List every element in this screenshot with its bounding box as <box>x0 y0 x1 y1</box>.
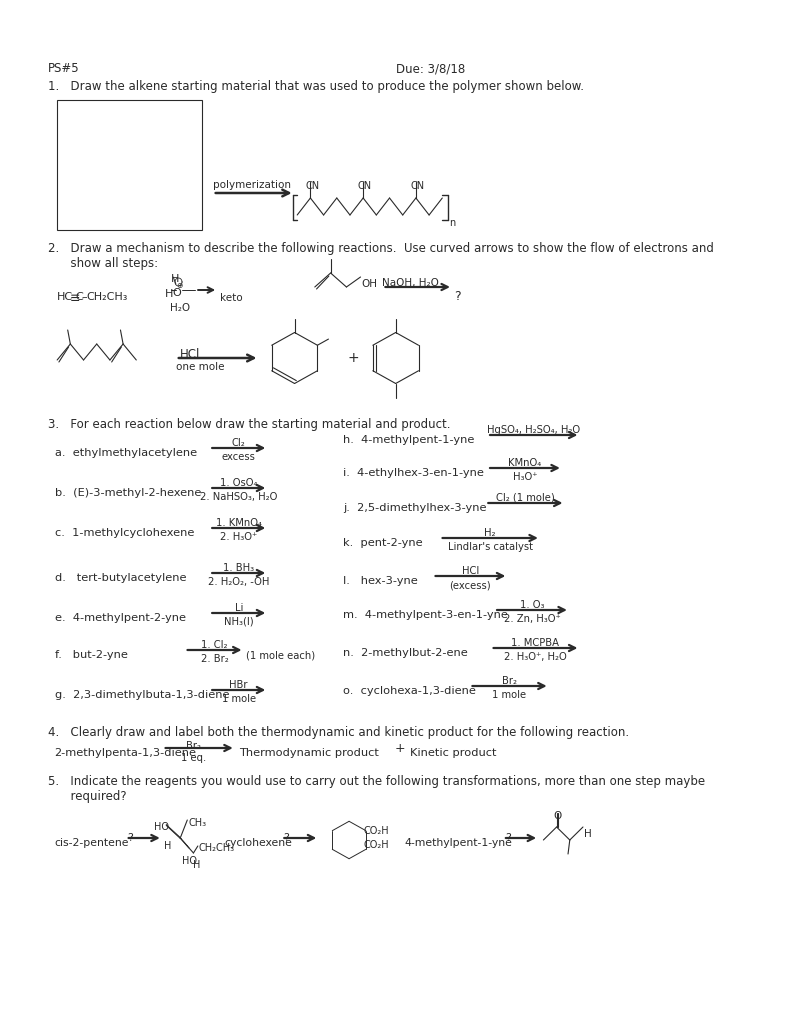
Text: 2. H₂O₂, -OH: 2. H₂O₂, -OH <box>208 577 270 587</box>
Text: CH₂CH₃: CH₂CH₃ <box>86 292 127 302</box>
Text: CO₂H: CO₂H <box>363 840 388 850</box>
Text: (1 mole each): (1 mole each) <box>246 650 316 660</box>
Text: CN: CN <box>305 181 320 191</box>
Text: NH₃(l): NH₃(l) <box>224 617 254 627</box>
Text: 3.   For each reaction below draw the starting material and product.: 3. For each reaction below draw the star… <box>48 418 451 431</box>
Text: ⊕: ⊕ <box>176 281 182 290</box>
Text: CN: CN <box>358 181 372 191</box>
Text: ≡: ≡ <box>70 292 80 305</box>
Text: O: O <box>172 288 181 298</box>
Text: 2. H₃O⁺: 2. H₃O⁺ <box>220 532 257 542</box>
Text: CH₃: CH₃ <box>188 818 206 828</box>
Text: 1 eq.: 1 eq. <box>181 753 206 763</box>
Text: HCl: HCl <box>462 566 479 575</box>
Text: show all steps:: show all steps: <box>48 257 158 270</box>
Text: CN: CN <box>411 181 425 191</box>
Text: n.  2-methylbut-2-ene: n. 2-methylbut-2-ene <box>343 648 467 658</box>
Text: Kinetic product: Kinetic product <box>410 748 496 758</box>
Text: ?: ? <box>127 833 134 843</box>
Text: H: H <box>192 860 200 870</box>
Text: c.  1-methylcyclohexene: c. 1-methylcyclohexene <box>55 528 194 538</box>
Text: 1.   Draw the alkene starting material that was used to produce the polymer show: 1. Draw the alkene starting material tha… <box>48 80 585 93</box>
Text: 1. Cl₂: 1. Cl₂ <box>201 640 228 650</box>
Text: +: + <box>348 351 359 365</box>
Text: n: n <box>449 218 456 228</box>
Text: NaOH, H₂O: NaOH, H₂O <box>383 278 439 288</box>
Text: Li: Li <box>235 603 243 613</box>
Text: HBr: HBr <box>229 680 248 690</box>
Text: b.  (E)-3-methyl-2-hexene: b. (E)-3-methyl-2-hexene <box>55 488 201 498</box>
Text: 1. KMnO₄: 1. KMnO₄ <box>216 518 262 528</box>
Text: H₂O: H₂O <box>170 303 190 313</box>
Text: 4.   Clearly draw and label both the thermodynamic and kinetic product for the f: 4. Clearly draw and label both the therm… <box>48 726 630 739</box>
Text: KMnO₄: KMnO₄ <box>509 458 542 468</box>
Text: ?: ? <box>283 833 289 843</box>
Text: Br₂: Br₂ <box>186 741 201 751</box>
Text: ?: ? <box>505 833 512 843</box>
Text: CH₂CH₃: CH₂CH₃ <box>199 843 235 853</box>
Text: cyclohexene: cyclohexene <box>224 838 292 848</box>
Text: a.  ethylmethylacetylene: a. ethylmethylacetylene <box>55 449 197 458</box>
Text: excess: excess <box>221 452 255 462</box>
Text: H₃O⁺: H₃O⁺ <box>513 472 537 482</box>
Text: +: + <box>395 741 406 755</box>
Text: H: H <box>165 289 174 299</box>
Text: 2. Zn, H₃O⁺: 2. Zn, H₃O⁺ <box>504 614 560 624</box>
Text: HO: HO <box>154 822 168 831</box>
Text: Thermodynamic product: Thermodynamic product <box>239 748 379 758</box>
Text: k.  pent-2-yne: k. pent-2-yne <box>343 538 422 548</box>
Text: HCl: HCl <box>180 348 201 361</box>
Text: 2. NaHSO₃, H₂O: 2. NaHSO₃, H₂O <box>200 492 278 502</box>
Text: OH: OH <box>361 279 377 289</box>
Text: HO: HO <box>182 856 197 866</box>
Text: keto: keto <box>220 293 243 303</box>
Text: f.   but-2-yne: f. but-2-yne <box>55 650 127 660</box>
Text: j.  2,5-dimethylhex-3-yne: j. 2,5-dimethylhex-3-yne <box>343 503 486 513</box>
Text: 5.   Indicate the reagents you would use to carry out the following transformati: 5. Indicate the reagents you would use t… <box>48 775 706 788</box>
Text: polymerization: polymerization <box>213 180 291 190</box>
Text: d.   tert-butylacetylene: d. tert-butylacetylene <box>55 573 186 583</box>
Text: H: H <box>584 829 592 839</box>
Text: –: – <box>81 292 87 302</box>
Text: 2.   Draw a mechanism to describe the following reactions.  Use curved arrows to: 2. Draw a mechanism to describe the foll… <box>48 242 714 255</box>
Text: m.  4-methylpent-3-en-1-yne: m. 4-methylpent-3-en-1-yne <box>343 610 508 620</box>
Text: 1. BH₃: 1. BH₃ <box>223 563 254 573</box>
Text: O: O <box>554 811 562 821</box>
Text: h.  4-methylpent-1-yne: h. 4-methylpent-1-yne <box>343 435 475 445</box>
Text: i.  4-ethylhex-3-en-1-yne: i. 4-ethylhex-3-en-1-yne <box>343 468 484 478</box>
Text: (excess): (excess) <box>449 580 491 590</box>
Text: 1. O₃: 1. O₃ <box>520 600 544 610</box>
Text: o.  cyclohexa-1,3-diene: o. cyclohexa-1,3-diene <box>343 686 476 696</box>
Bar <box>57 100 202 230</box>
Text: one mole: one mole <box>176 362 225 372</box>
Text: cis-2-pentene: cis-2-pentene <box>55 838 129 848</box>
Text: Cl₂: Cl₂ <box>232 438 245 449</box>
Text: 1. OsO₄: 1. OsO₄ <box>220 478 258 488</box>
Text: H₂: H₂ <box>484 528 496 538</box>
Text: 2. Br₂: 2. Br₂ <box>201 654 229 664</box>
Text: l.   hex-3-yne: l. hex-3-yne <box>343 575 418 586</box>
Text: Due: 3/8/18: Due: 3/8/18 <box>396 62 465 75</box>
Text: 2. H₃O⁺, H₂O: 2. H₃O⁺, H₂O <box>504 652 567 662</box>
Text: required?: required? <box>48 790 127 803</box>
Text: H: H <box>165 841 172 851</box>
Text: 1 mole: 1 mole <box>493 690 527 700</box>
Text: Br₂: Br₂ <box>502 676 517 686</box>
Text: ?: ? <box>455 290 461 303</box>
Text: 2-methylpenta-1,3-diene: 2-methylpenta-1,3-diene <box>55 748 196 758</box>
Text: g.  2,3-dimethylbuta-1,3-diene: g. 2,3-dimethylbuta-1,3-diene <box>55 690 229 700</box>
Text: CO₂H: CO₂H <box>363 826 388 836</box>
Text: C: C <box>76 292 83 302</box>
Text: e.  4-methylpent-2-yne: e. 4-methylpent-2-yne <box>55 613 186 623</box>
Text: 1. MCPBA: 1. MCPBA <box>512 638 559 648</box>
Text: 1 mole: 1 mole <box>221 694 255 705</box>
Text: HC: HC <box>57 292 74 302</box>
Text: Cl₂ (1 mole): Cl₂ (1 mole) <box>496 493 554 503</box>
Text: H: H <box>171 274 179 284</box>
Text: PS#5: PS#5 <box>48 62 80 75</box>
Text: 4-methylpent-1-yne: 4-methylpent-1-yne <box>404 838 513 848</box>
Text: HgSO₄, H₂SO₄, H₂O: HgSO₄, H₂SO₄, H₂O <box>487 425 581 435</box>
Text: Lindlar's catalyst: Lindlar's catalyst <box>448 542 532 552</box>
